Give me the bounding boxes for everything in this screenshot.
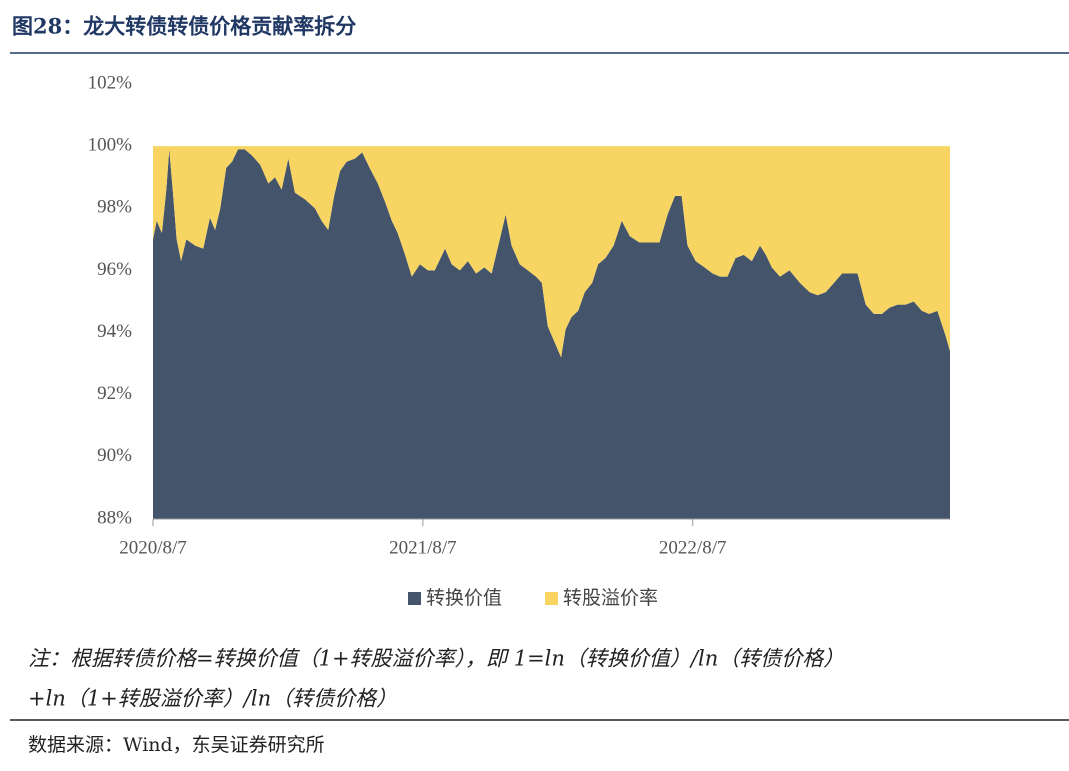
- y-tick-label: 90%: [97, 445, 132, 466]
- area: [153, 146, 950, 358]
- y-tick-label: 92%: [97, 383, 132, 404]
- source: 数据来源：Wind，东吴证券研究所: [28, 734, 325, 756]
- y-tick-label: 96%: [97, 259, 132, 280]
- x-tick-label: 2022/8/7: [659, 537, 727, 558]
- y-tick-label: 102%: [88, 72, 133, 93]
- y-tick-label: 100%: [88, 135, 133, 156]
- y-tick-label: 88%: [97, 507, 132, 528]
- legend-swatch: [408, 592, 421, 605]
- note-line: +ln（1+转股溢价率）/ln（转债价格）: [28, 687, 397, 711]
- legend-label: 转股溢价率: [563, 587, 658, 609]
- y-tick-label: 94%: [97, 321, 132, 342]
- x-tick-label: 2021/8/7: [389, 537, 457, 558]
- area: [153, 149, 950, 519]
- y-tick-label: 98%: [97, 197, 132, 218]
- x-tick-label: 2020/8/7: [119, 537, 187, 558]
- chart-title: 图28：龙大转债转债价格贡献率拆分: [12, 14, 356, 39]
- note-line: 注：根据转债价格=转换价值（1+转股溢价率），即 1=ln（转换价值）/ln（转…: [28, 647, 844, 671]
- legend-label: 转换价值: [426, 587, 502, 609]
- legend-swatch: [545, 592, 558, 605]
